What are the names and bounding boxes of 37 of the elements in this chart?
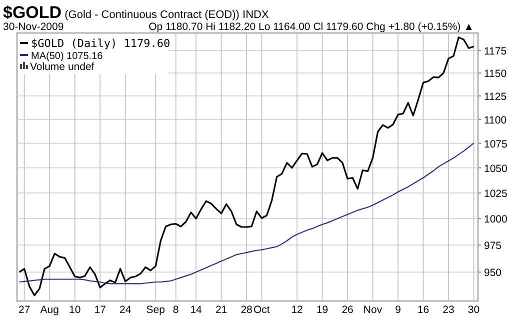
y-tick-label: 1025 [484,188,508,200]
x-tick-label: 10 [69,304,81,316]
line-series [18,36,475,296]
x-tick-label: 19 [316,304,328,316]
x-tick-label: 8 [172,304,179,316]
y-tick-label: 1125 [484,90,507,103]
x-tick-label: 28 [240,304,253,316]
x-tick-label: Oct [254,304,270,316]
text: Op 1180.70 Hi 1182.20 Lo 1164.00 Cl 1179.60 Chg +1.80 (+0.15%) ▲ [148,21,474,33]
x-tick-label: 17 [94,304,106,316]
x-tick-label: 24 [120,304,132,316]
y-tick-label: 1050 [484,162,508,175]
y-tick-label: 1000 [484,214,508,226]
legend-label: $GOLD (Daily) 1179.60 [31,37,170,50]
y-tick-label: 1075 [484,138,508,150]
x-tick-label: 21 [215,304,228,316]
line-series [18,142,474,284]
x-tick-label: Sep [146,304,166,316]
annotation: Volume undef [30,61,94,73]
x-tick-label: 14 [190,304,202,316]
x-tick-label: 12 [291,304,304,316]
x-tick-label: Nov [363,304,383,316]
x-tick-label: 27 [18,304,30,316]
chart-subtitle: 30-Nov-2009 [3,21,64,33]
x-tick-label: 26 [342,304,354,316]
x-tick-label: 9 [395,304,402,316]
y-tick-label: 1100 [484,114,507,126]
chart-title: $GOLD (Gold - Continuous Contract (EOD)) INDX [3,3,270,22]
y-tick-label: 1150 [484,68,507,80]
y-tick-label: 1175 [484,46,507,58]
x-tick-label: 16 [417,304,430,316]
x-tick-label: 30 [468,304,480,316]
legend-label: MA(50) 1075.16 [31,51,104,62]
y-tick-label: 950 [484,267,502,280]
x-tick-label: Aug [40,304,60,316]
x-tick-label: 23 [442,304,455,316]
y-tick-label: 975 [484,240,502,252]
